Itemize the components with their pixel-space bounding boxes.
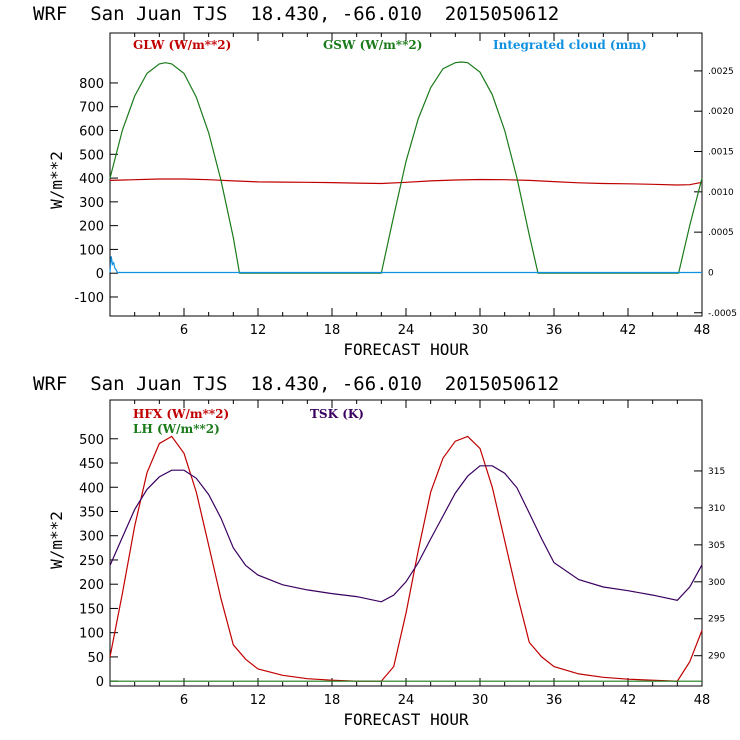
x-tick-label: 36 bbox=[546, 323, 563, 338]
chart1-ylabel: W/m**2 bbox=[47, 151, 66, 209]
x-tick-label: 24 bbox=[398, 323, 415, 338]
y-tick-label: 300 bbox=[79, 196, 104, 211]
chart1-title: WRF San Juan TJS 18.430, -66.010 2015050… bbox=[33, 3, 559, 25]
chart1-legend-glw: GLW (W/m**2) bbox=[133, 38, 231, 52]
x-tick-label: 12 bbox=[250, 323, 267, 338]
x-tick-label: 42 bbox=[620, 323, 637, 338]
x-tick-label: 48 bbox=[694, 323, 711, 338]
right-tick-label: 0 bbox=[708, 268, 714, 278]
y-tick-label: -100 bbox=[74, 291, 104, 306]
x-tick-label: 12 bbox=[250, 693, 267, 708]
x-tick-label: 30 bbox=[472, 323, 489, 338]
right-tick-label: .0010 bbox=[708, 188, 734, 198]
y-tick-label: 0 bbox=[96, 267, 104, 282]
x-tick-label: 42 bbox=[620, 693, 637, 708]
y-tick-label: 800 bbox=[79, 77, 104, 92]
chart2-xlabel: FORECAST HOUR bbox=[343, 710, 469, 729]
x-tick-label: 24 bbox=[398, 693, 415, 708]
chart2-ylabel: W/m**2 bbox=[47, 511, 66, 569]
y-tick-label: 500 bbox=[79, 148, 104, 163]
x-tick-label: 6 bbox=[180, 693, 188, 708]
y-tick-label: 100 bbox=[79, 243, 104, 258]
x-tick-label: 18 bbox=[324, 693, 341, 708]
right-tick-label: .0025 bbox=[708, 67, 734, 77]
chart2-title: WRF San Juan TJS 18.430, -66.010 2015050… bbox=[33, 373, 559, 395]
series-line-gsw bbox=[109, 61, 703, 274]
y-tick-label: 150 bbox=[79, 602, 104, 617]
y-tick-label: 350 bbox=[79, 505, 104, 520]
right-tick-label: -.0005 bbox=[708, 309, 737, 319]
chart1-legend-gsw: GSW (W/m**2) bbox=[323, 38, 422, 52]
x-tick-label: 6 bbox=[180, 323, 188, 338]
chart2-legend-lh: LH (W/m**2) bbox=[133, 422, 220, 436]
right-tick-label: 310 bbox=[708, 504, 725, 514]
y-tick-label: 400 bbox=[79, 481, 104, 496]
right-tick-label: 305 bbox=[708, 541, 725, 551]
y-tick-label: 450 bbox=[79, 457, 104, 472]
y-tick-label: 400 bbox=[79, 172, 104, 187]
chart2-legend-tsk: TSK (K) bbox=[310, 407, 364, 421]
series-line-hfx bbox=[109, 435, 703, 682]
series-line-glw bbox=[109, 178, 703, 186]
right-tick-label: 315 bbox=[708, 467, 725, 477]
right-tick-label: 295 bbox=[708, 615, 725, 625]
chart1-xlabel: FORECAST HOUR bbox=[343, 340, 469, 359]
y-tick-label: 500 bbox=[79, 433, 104, 448]
x-tick-label: 18 bbox=[324, 323, 341, 338]
right-tick-label: .0015 bbox=[708, 148, 734, 158]
series-line-tsk bbox=[109, 465, 703, 603]
chart2-frame bbox=[109, 399, 703, 687]
x-tick-label: 36 bbox=[546, 693, 563, 708]
x-tick-label: 30 bbox=[472, 693, 489, 708]
y-tick-label: 300 bbox=[79, 530, 104, 545]
right-tick-label: .0020 bbox=[708, 107, 734, 117]
chart1-legend-cloud: Integrated cloud (mm) bbox=[493, 38, 647, 52]
y-tick-label: 200 bbox=[79, 220, 104, 235]
right-tick-label: .0005 bbox=[708, 228, 734, 238]
y-tick-label: 600 bbox=[79, 125, 104, 140]
y-tick-label: 0 bbox=[96, 675, 104, 690]
right-tick-label: 300 bbox=[708, 578, 725, 588]
y-tick-label: 100 bbox=[79, 627, 104, 642]
right-tick-label: 290 bbox=[708, 652, 725, 662]
y-tick-label: 50 bbox=[87, 651, 104, 666]
x-tick-label: 48 bbox=[694, 693, 711, 708]
series-line-integrated bbox=[109, 256, 702, 274]
chart2-legend-hfx: HFX (W/m**2) bbox=[133, 407, 229, 421]
y-tick-label: 700 bbox=[79, 101, 104, 116]
y-tick-label: 200 bbox=[79, 578, 104, 593]
y-tick-label: 250 bbox=[79, 554, 104, 569]
